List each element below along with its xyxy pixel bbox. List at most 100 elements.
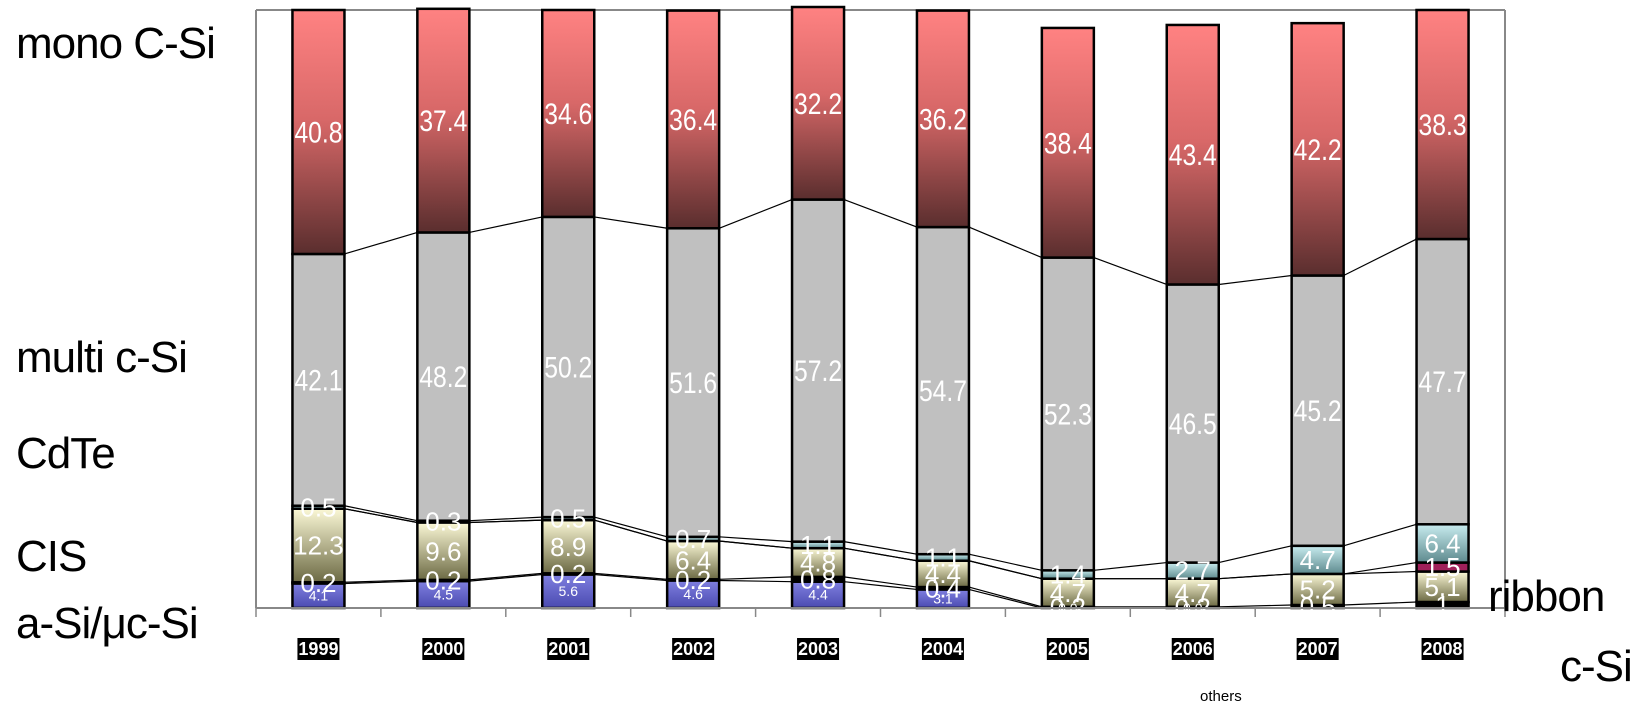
data-label-multi-c-si-1999: 42.1 [294,364,342,397]
x-tick-box-2005 [1046,638,1089,660]
bar-stack-2007 [1290,21,1345,610]
data-label-multi-c-si-2005: 52.3 [1044,398,1092,431]
data-label-cdte-2008: 6.4 [1424,529,1460,559]
data-label-a-si-c-si-2000: 4.5 [434,586,454,602]
bar-stack-2005 [1040,26,1096,610]
data-label-cis-2002: 6.4 [675,545,711,575]
bar-stack-2000 [416,7,471,610]
bar-a-si-c-si-1999 [291,582,346,610]
bar-stack-2006 [1165,23,1220,610]
bar-stack-2002 [665,9,721,610]
bar-multi-c-si-2002 [665,227,721,539]
x-tick-box-2003 [797,638,840,660]
data-label-mono-c-si-2000: 37.4 [419,105,467,138]
bar-stack-1999 [291,8,346,610]
x-tick-label-2008: 2008 [1423,639,1463,659]
data-label-cdte-2005: 1.4 [1050,560,1086,590]
legend-label-cdte: CdTe [16,429,116,478]
data-label-cis-2003: 4.8 [800,548,836,578]
x-tick-box-2001 [547,638,590,660]
legend-label-others: others [1200,688,1242,705]
bar-multi-c-si-2008 [1415,237,1470,526]
x-tick-2001: 2001 [547,638,590,660]
x-tick-2004: 2004 [921,638,964,660]
bar-cis-2008 [1415,570,1470,604]
data-label-a-si-c-si-2004: 3.1 [933,591,953,607]
x-tick-2002: 2002 [672,638,715,660]
legend-label-multi-c-si: multi c-Si [16,333,188,382]
bar-multi-c-si-2007 [1290,274,1345,548]
bar-multi-c-si-2001 [541,215,596,519]
data-label-cis-2006: 4.7 [1175,578,1211,608]
bar-stack-2004 [915,9,971,610]
x-tick-box-2004 [921,638,964,660]
data-label-cis-2008: 5.1 [1424,572,1460,602]
bar-cis-2006 [1165,577,1220,609]
data-label-a-si-c-si-2001: 5.6 [559,583,579,599]
series-connector-ribbon-c-si [344,508,1417,580]
x-tick-box-2000 [422,638,465,660]
data-label-others-2003: 0.8 [800,564,836,594]
bar-mono-c-si-2002 [665,9,721,230]
x-tick-2000: 2000 [422,638,465,660]
data-label-mono-c-si-1999: 40.8 [294,116,342,149]
data-label-multi-c-si-2001: 50.2 [544,352,592,385]
bar-mono-c-si-2001 [541,8,596,219]
bar-cis-2002 [665,539,721,581]
data-label-cdte-2007: 4.7 [1300,545,1336,575]
data-label-multi-c-si-2000: 48.2 [419,361,467,394]
series-connector-cdte [344,505,1417,571]
x-tick-2003: 2003 [797,638,840,660]
data-label-cis-2007: 5.2 [1300,575,1336,605]
data-label-cdte-2000: 0.3 [425,507,461,537]
data-label-a-si-c-si-2003: 4.4 [808,587,828,603]
data-label-others-2007: 0.5 [1300,592,1336,622]
bar-multi-c-si-2003 [790,198,846,543]
data-label-others-2002: 0.2 [675,565,711,595]
bar-stack-2008 [1415,8,1470,610]
data-label-mono-c-si-2002: 36.4 [669,104,717,137]
legend-label-ribbon: ribbon [1488,572,1605,621]
x-tick-label-2007: 2007 [1298,639,1338,659]
x-tick-label-1999: 1999 [298,639,338,659]
data-label-cis-2001: 8.9 [550,532,586,562]
bar-mono-c-si-2008 [1415,8,1470,241]
bar-mono-c-si-2004 [915,9,971,229]
data-label-a-si-c-si-2002: 4.6 [683,586,703,602]
bar-multi-c-si-2000 [416,231,471,522]
x-tick-label-2001: 2001 [548,639,588,659]
data-label-mono-c-si-2006: 43.4 [1169,139,1217,172]
x-tick-label-2005: 2005 [1048,639,1088,659]
data-label-mono-c-si-2001: 34.6 [544,98,592,131]
data-label-cdte-2004: 1.1 [925,543,961,573]
legend-label-mono-c-si: mono C-Si [16,19,216,68]
data-label-multi-c-si-2008: 47.7 [1419,366,1467,399]
x-tick-label-2002: 2002 [673,639,713,659]
data-label-cis-2004: 4.4 [925,559,961,589]
data-label-cis-2000: 9.6 [425,536,461,566]
legend-label-a-si: a-Si/μc-Si [16,599,199,648]
x-tick-2005: 2005 [1046,638,1089,660]
x-tick-box-1999 [297,638,340,660]
data-label-cis-2005: 4.7 [1050,578,1086,608]
data-label-cdte-2006: 2.7 [1175,556,1211,586]
data-label-others-2008: 1 [1435,590,1449,620]
bar-mono-c-si-2000 [416,7,471,234]
x-tick-2007: 2007 [1296,638,1339,660]
bar-multi-c-si-2006 [1165,283,1220,564]
data-label-multi-c-si-2006: 46.5 [1169,408,1217,441]
data-label-mono-c-si-2008: 38.3 [1419,109,1467,142]
x-tick-box-2006 [1171,638,1214,660]
data-label-cdte-2003: 1.1 [800,530,836,560]
data-label-mono-c-si-2003: 32.2 [794,88,842,121]
legend-label-cis: CIS [16,532,87,581]
x-tick-1999: 1999 [297,638,340,660]
data-label-others-2000: 0.2 [425,566,461,596]
data-label-a-si-c-si-1999: 4.1 [309,588,329,604]
data-label-cdte-2001: 0.5 [550,504,586,534]
bar-multi-c-si-1999 [291,252,346,507]
data-label-others-1999: 0.2 [300,568,336,598]
bar-a-si-c-si-2003 [790,580,846,610]
series-connector-multi-c-si [344,199,1417,286]
